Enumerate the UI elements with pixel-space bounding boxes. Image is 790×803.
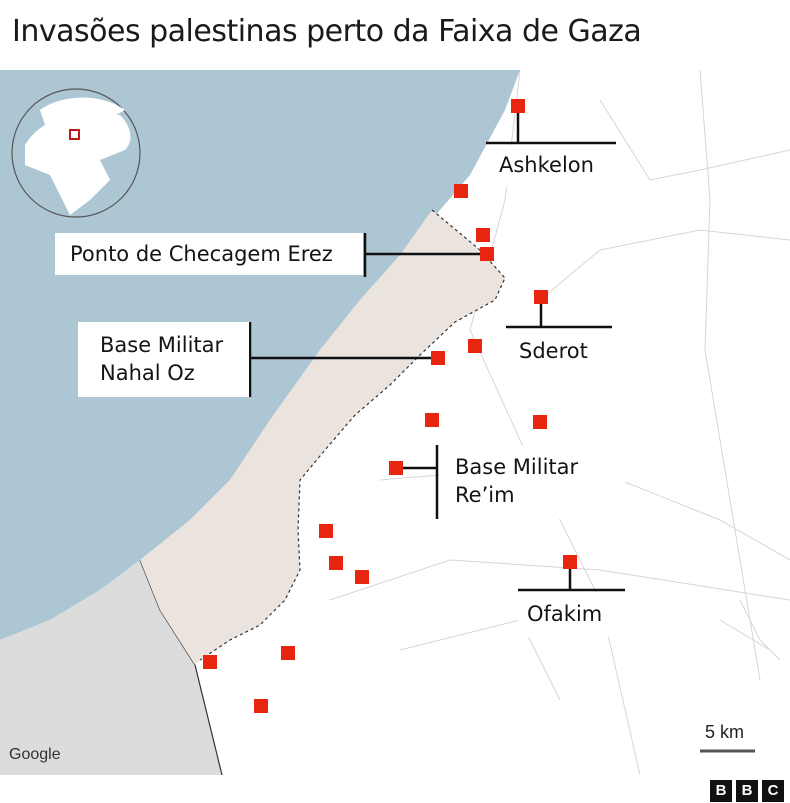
google-attribution: Google: [9, 746, 61, 763]
incursion-marker: [476, 228, 490, 242]
page-title: Invasões palestinas perto da Faixa de Ga…: [12, 14, 642, 49]
incursion-marker: [281, 646, 295, 660]
label-sderot: Sderot: [506, 329, 612, 372]
incursion-marker: [511, 99, 525, 113]
incursion-markers: [203, 99, 577, 713]
map-canvas: [0, 70, 790, 775]
label-nahal-oz-line2: Nahal Oz: [100, 361, 195, 385]
incursion-marker: [534, 290, 548, 304]
incursion-marker: [319, 524, 333, 538]
label-erez: Ponto de Checagem Erez: [55, 233, 363, 275]
incursion-marker: [468, 339, 482, 353]
scale-label: 5 km: [705, 722, 745, 742]
bbc-logo-b1: B: [710, 780, 732, 802]
incursion-marker: [203, 655, 217, 669]
label-nahal-oz: Base Militar Nahal Oz: [78, 322, 249, 397]
incursion-marker: [454, 184, 468, 198]
incursion-marker: [254, 699, 268, 713]
sea: [0, 70, 520, 640]
incursion-marker: [389, 461, 403, 475]
label-nahal-oz-line1: Base Militar: [100, 333, 224, 357]
incursion-marker: [425, 413, 439, 427]
label-reim: Base Militar Re’im: [439, 445, 625, 519]
label-ofakim: Ofakim: [518, 592, 625, 637]
label-reim-line2: Re’im: [455, 483, 515, 507]
incursion-marker: [563, 555, 577, 569]
bbc-logo-c: C: [762, 780, 784, 802]
globe-icon: [11, 88, 141, 218]
label-reim-line1: Base Militar: [455, 455, 579, 479]
incursion-marker: [329, 556, 343, 570]
incursion-marker: [355, 570, 369, 584]
locator-highlight: [69, 129, 80, 140]
incursion-marker: [431, 351, 445, 365]
leader-lines: [248, 110, 625, 592]
label-ashkelon: Ashkelon: [486, 145, 616, 187]
incursion-marker: [480, 247, 494, 261]
incursion-marker: [533, 415, 547, 429]
bbc-logo-b2: B: [736, 780, 758, 802]
egypt-area: [0, 560, 222, 775]
gaza-strip: [140, 210, 505, 665]
